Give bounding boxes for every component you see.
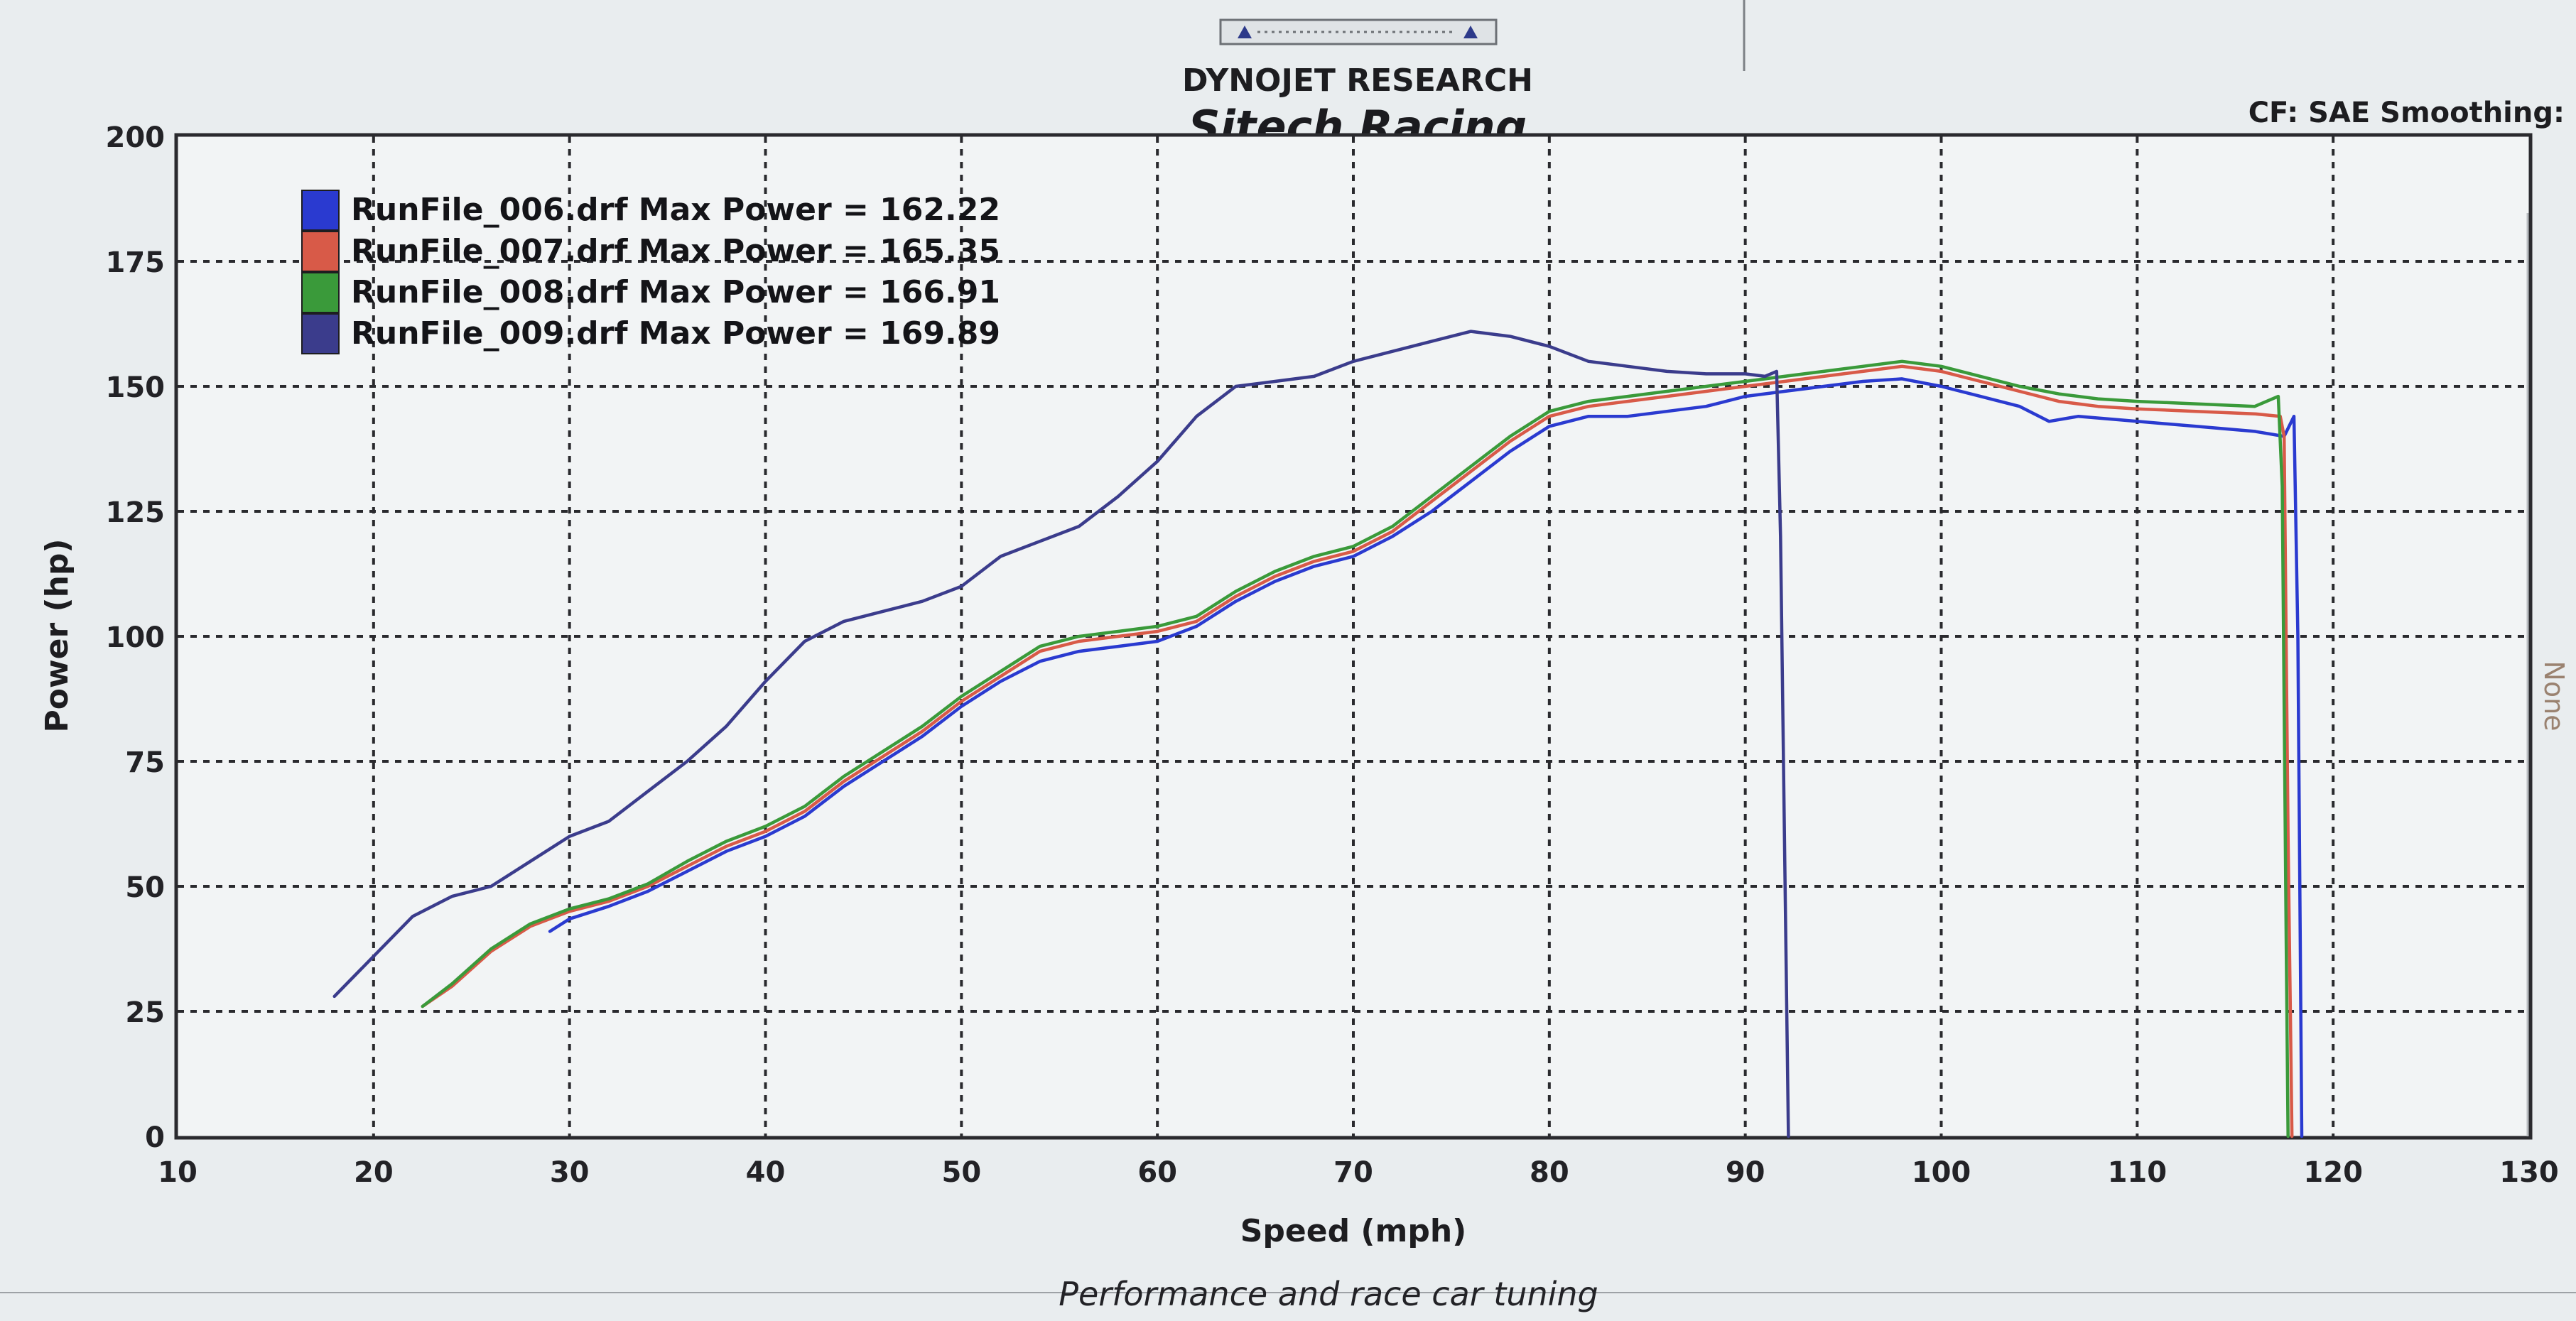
x-tick-label-2: 30 xyxy=(550,1156,590,1189)
x-tick-label-8: 90 xyxy=(1726,1156,1765,1189)
grid-lines xyxy=(178,136,2529,1136)
legend-swatch-0 xyxy=(301,190,340,231)
y-tick-label-8: 200 xyxy=(106,121,166,154)
y-axis-label: Power (hp) xyxy=(39,538,75,732)
y-tick-label-2: 50 xyxy=(125,871,165,904)
y-tick-label-7: 175 xyxy=(106,246,166,279)
series-line-run-2 xyxy=(421,359,2290,1138)
legend-swatch-2 xyxy=(301,272,340,313)
x-tick-label-12: 130 xyxy=(2499,1156,2559,1189)
y-tick-label-1: 25 xyxy=(125,996,165,1029)
splitter-up-icon-right[interactable] xyxy=(1463,26,1478,38)
x-tick-label-10: 110 xyxy=(2108,1156,2168,1189)
y-tick-label-6: 150 xyxy=(106,371,166,404)
correction-settings: CF: SAE Smoothing: xyxy=(2248,97,2565,129)
x-tick-label-6: 70 xyxy=(1333,1156,1373,1189)
y-tick-label-4: 100 xyxy=(106,621,166,654)
series-line-run-0 xyxy=(548,377,2304,1138)
x-tick-label-1: 20 xyxy=(354,1156,394,1189)
top-splitter-control[interactable] xyxy=(1219,18,1498,45)
side-panel-label: None xyxy=(2538,660,2570,731)
y-tick-label-0: 0 xyxy=(145,1121,165,1154)
power-curves xyxy=(332,330,2304,1138)
y-tick-label-3: 75 xyxy=(125,746,165,779)
footer-tagline: Performance and race car tuning xyxy=(1059,1275,1598,1313)
company-title: DYNOJET RESEARCH xyxy=(1182,62,1533,99)
x-tick-label-0: 10 xyxy=(158,1156,197,1189)
legend-label-2: RunFile_008.drf Max Power = 166.91 xyxy=(351,274,1000,310)
x-tick-label-4: 50 xyxy=(941,1156,981,1189)
legend-label-0: RunFile_006.drf Max Power = 162.22 xyxy=(351,192,1000,228)
axis-ticks: 10 20 30 40 50 60 70 80 90 100 110 120 130 0 25 50 75 100… xyxy=(106,121,2559,1189)
x-tick-label-9: 100 xyxy=(1912,1156,1971,1189)
splitter-up-icon[interactable] xyxy=(1238,26,1252,38)
x-tick-label-5: 60 xyxy=(1137,1156,1177,1189)
series-line-run-3 xyxy=(332,330,1790,1138)
y-tick-label-5: 125 xyxy=(106,496,166,529)
series-line-run-1 xyxy=(421,364,2294,1138)
x-tick-label-3: 40 xyxy=(746,1156,786,1189)
legend-label-3: RunFile_009.drf Max Power = 169.89 xyxy=(351,315,1000,352)
x-axis-label: Speed (mph) xyxy=(1240,1213,1467,1249)
legend-label-1: RunFile_007.drf Max Power = 165.35 xyxy=(351,233,1000,269)
legend-swatch-3 xyxy=(301,313,340,354)
x-tick-label-7: 80 xyxy=(1530,1156,1569,1189)
legend: RunFile_006.drf Max Power = 162.22 RunFil… xyxy=(301,190,1000,354)
x-tick-label-11: 120 xyxy=(2303,1156,2363,1189)
legend-swatch-1 xyxy=(301,231,340,272)
